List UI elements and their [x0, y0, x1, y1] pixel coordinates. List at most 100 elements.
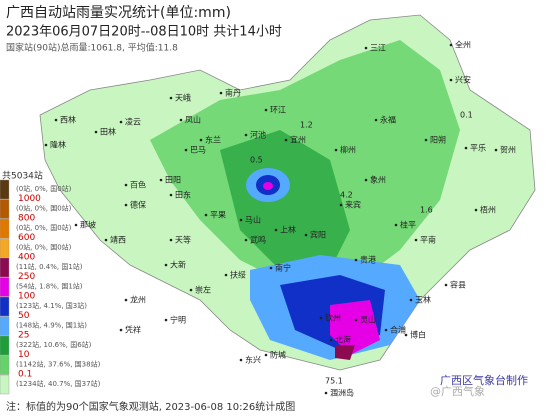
watermark: @广西气象: [430, 384, 485, 398]
place-name: 那坡: [80, 220, 96, 230]
place-name: 来宾: [345, 200, 361, 210]
rain-area-400: [335, 345, 355, 360]
legend-stats: (148站, 4.9%, 国1站): [16, 321, 87, 330]
place-name: 龙州: [130, 295, 146, 305]
legend-label: 0.1: [18, 370, 32, 380]
place-name: 凭祥: [125, 325, 141, 335]
station-dot: [169, 193, 173, 197]
station-value: 0.5: [250, 156, 263, 165]
station-dot: [384, 328, 388, 332]
station-dot: [239, 358, 243, 362]
place-name: 北海: [335, 335, 351, 345]
place-name: 贵港: [360, 255, 376, 265]
rain-area-250: [263, 182, 273, 190]
station-dot: [184, 148, 188, 152]
place-name: 东兰: [205, 135, 221, 145]
legend-stats: (1234站, 40.7%, 国37站): [16, 379, 101, 388]
place-name: 上林: [280, 225, 296, 235]
place-name: 涠洲岛: [330, 388, 354, 398]
place-name: 玉林: [415, 295, 431, 305]
place-name: 宁明: [170, 315, 186, 325]
place-name: 靖西: [110, 235, 126, 245]
place-name: 环江: [270, 106, 286, 115]
place-name: 宾阳: [310, 230, 326, 240]
station-dot: [339, 203, 343, 207]
station-dot: [304, 233, 308, 237]
station-dot: [374, 118, 378, 122]
legend-swatch: [0, 218, 10, 239]
place-name: 梧州: [480, 205, 496, 215]
place-name: 西林: [60, 115, 76, 125]
station-dot: [414, 238, 418, 242]
place-name: 南宁: [275, 263, 291, 273]
place-name: 合浦: [390, 325, 406, 335]
legend-stats: (0站, 0%, 国0站): [16, 243, 72, 252]
station-dot: [364, 46, 368, 50]
legend-swatch: [0, 238, 10, 258]
legend-label: 25: [18, 331, 29, 341]
station-dot: [264, 353, 268, 357]
station-dot: [449, 43, 453, 47]
station-dot: [464, 146, 468, 150]
station-dot: [329, 338, 333, 342]
station-dot: [124, 203, 128, 207]
station-dot: [444, 283, 448, 287]
place-name: 田阳: [165, 176, 181, 185]
station-dot: [124, 298, 128, 302]
station-dot: [424, 138, 428, 142]
station-dot: [264, 108, 268, 112]
place-name: 凌云: [125, 117, 141, 127]
legend-stats: (322站, 10.6%, 国6站): [16, 340, 92, 349]
station-dot: [449, 78, 453, 82]
note: 国家站(90站)总雨量:1061.8, 平均值:11.8: [6, 42, 178, 54]
rain-area-25: [220, 130, 350, 270]
station-dot: [179, 118, 183, 122]
station-dot: [364, 178, 368, 182]
place-name: 平南: [420, 235, 436, 245]
place-name: 马山: [245, 215, 261, 225]
station-dot: [204, 213, 208, 217]
place-name: 兴安: [455, 75, 471, 85]
station-dot: [474, 208, 478, 212]
station-dot: [354, 318, 358, 322]
legend-swatch: [0, 355, 10, 375]
legend-swatch: [0, 316, 10, 336]
station-dot: [74, 223, 78, 227]
legend-stats: (11站, 0.4%, 国1站): [16, 262, 83, 271]
place-name: 凤山: [185, 115, 201, 125]
station-dot: [284, 138, 288, 142]
place-name: 大新: [170, 260, 186, 270]
footer-note: 注：标值的为90个国家气象观测站, 2023-06-08 10:26统计成图: [6, 400, 295, 413]
station-dot: [104, 238, 108, 242]
place-name: 三江: [370, 44, 386, 53]
place-name: 河池: [250, 130, 266, 140]
legend-swatch: [0, 374, 10, 395]
station-dot: [199, 138, 203, 142]
place-name: 全州: [455, 40, 471, 50]
place-name: 崇左: [195, 285, 211, 295]
place-name: 天等: [175, 235, 191, 245]
place-name: 田林: [100, 127, 116, 137]
legend-stats: (1142站, 37.6%, 国38站): [16, 360, 101, 369]
legend-label: 600: [18, 233, 35, 243]
station-dot: [274, 228, 278, 232]
legend-swatch: [0, 199, 10, 219]
place-name: 巴马: [190, 146, 206, 155]
place-name: 象州: [370, 175, 386, 185]
place-name: 南丹: [225, 88, 241, 98]
station-dot: [324, 391, 328, 395]
place-name: 扶绥: [230, 270, 246, 280]
station-dot: [169, 238, 173, 242]
legend-stats: (123站, 4.1%, 国3站): [16, 301, 87, 310]
place-name: 平果: [210, 211, 226, 220]
station-dot: [119, 120, 123, 124]
legend-stats: (0站, 0%, 国0站): [16, 223, 72, 232]
rain-area-250: [330, 300, 380, 355]
station-dot: [169, 96, 173, 100]
station-dot: [54, 118, 58, 122]
station-value: 0.1: [460, 111, 473, 120]
place-name: 博白: [410, 330, 426, 340]
place-name: 柳州: [340, 145, 356, 155]
legend-label: 250: [18, 272, 35, 282]
